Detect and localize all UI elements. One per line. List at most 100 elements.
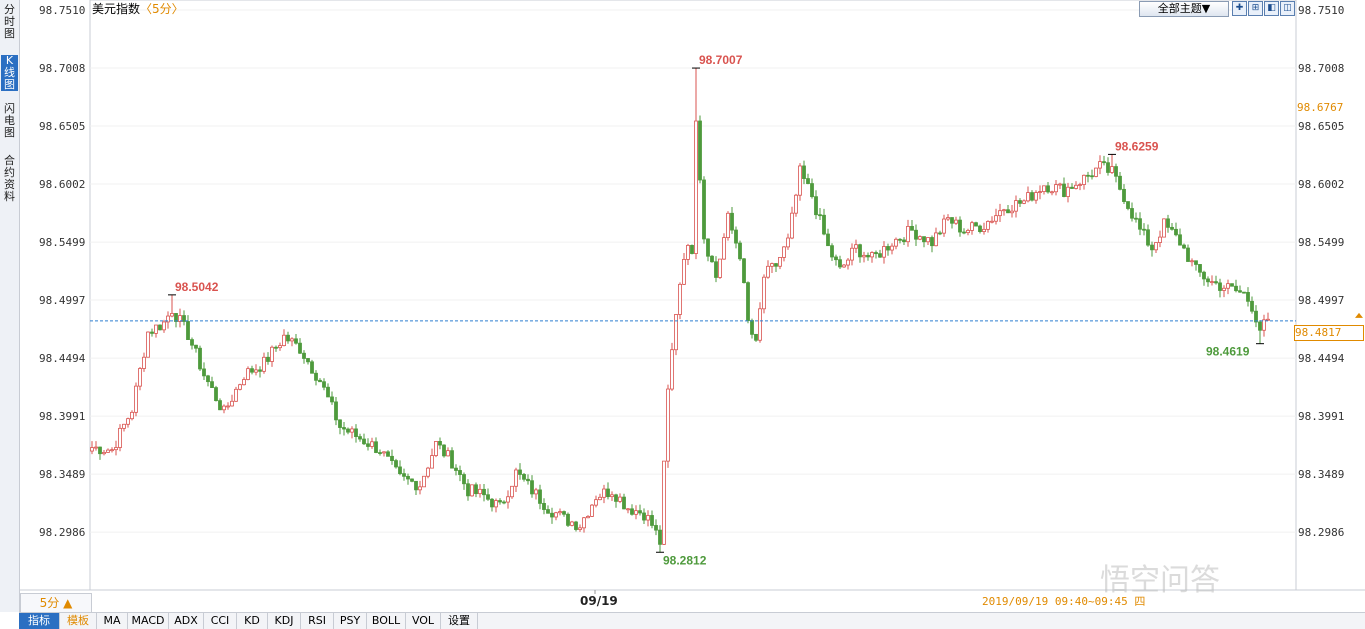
candle-body (222, 405, 226, 411)
candle-body (170, 313, 174, 317)
candle-body (930, 237, 934, 247)
candle-body (298, 342, 302, 354)
indicator-tab-12[interactable]: 设置 (441, 613, 478, 629)
candle-body (666, 388, 670, 462)
candle-body (1002, 209, 1006, 212)
candle-body (670, 349, 674, 390)
candle-body (570, 521, 574, 526)
y-tick-left: 98.4494 (39, 352, 86, 365)
theme-dropdown-button[interactable]: 全部主题▼ (1139, 1, 1229, 17)
candle-body (110, 449, 114, 452)
candle-body (626, 508, 630, 511)
candle-body (954, 219, 958, 224)
candle-body (166, 315, 170, 323)
candle-body (914, 229, 918, 240)
candle-body (726, 212, 730, 238)
candle-body (234, 388, 238, 402)
candle-body (818, 214, 822, 217)
candle-body (1250, 300, 1254, 312)
candle-body (374, 441, 378, 453)
candle-body (1162, 218, 1166, 238)
candle-body (1026, 192, 1030, 202)
candle-body (978, 225, 982, 232)
candle-body (574, 521, 578, 530)
indicator-tab-11[interactable]: VOL (406, 613, 441, 629)
candle-body (786, 237, 790, 248)
prev-icon[interactable]: ◧ (1264, 1, 1279, 16)
candle-body (326, 386, 330, 398)
indicator-tab-6[interactable]: KD (237, 613, 268, 629)
candle-body (1038, 191, 1042, 193)
candle-body (866, 254, 870, 258)
indicator-tab-9[interactable]: PSY (334, 613, 367, 629)
candle-body (1242, 291, 1246, 294)
candle-body (706, 238, 710, 257)
candle-body (470, 484, 474, 497)
candle-body (306, 358, 310, 363)
tab-flash[interactable]: 闪电图 (4, 102, 15, 139)
candle-body (1166, 218, 1170, 228)
candle-body (1066, 186, 1070, 197)
indicator-tab-3[interactable]: MACD (128, 613, 169, 629)
candle-body (962, 231, 966, 234)
y-tick-left: 98.7510 (39, 4, 85, 17)
candle-body (1178, 234, 1182, 246)
candle-body (562, 511, 566, 515)
candle-body (662, 460, 666, 545)
indicator-tab-10[interactable]: BOLL (367, 613, 406, 629)
settings-icon[interactable]: ◫ (1280, 1, 1295, 16)
candle-body (142, 356, 146, 369)
candle-body (342, 427, 346, 430)
extreme-label: 98.5042 (175, 280, 219, 294)
candle-body (686, 244, 690, 260)
candle-body (1226, 283, 1230, 289)
period-selector[interactable]: 5分 ▲ (20, 593, 92, 613)
candle-body (254, 369, 258, 373)
indicator-tab-2[interactable]: MA (97, 613, 128, 629)
y-tick-left: 98.2986 (39, 526, 85, 539)
candle-body (546, 509, 550, 514)
candle-body (258, 369, 262, 372)
candle-body (586, 515, 590, 519)
candle-body (814, 196, 818, 216)
candle-body (1238, 290, 1242, 293)
indicator-tab-4[interactable]: ADX (169, 613, 204, 629)
indicator-tab-7[interactable]: KDJ (268, 613, 301, 629)
candle-body (1190, 260, 1194, 263)
candle-body (910, 226, 914, 231)
tab-kline[interactable]: K线图 (1, 55, 18, 91)
candle-body (106, 449, 110, 453)
candle-body (290, 338, 294, 342)
candle-body (214, 387, 218, 402)
indicator-tab-5[interactable]: CCI (204, 613, 237, 629)
candle-body (542, 503, 546, 510)
candle-body (302, 352, 306, 359)
candle-body (262, 356, 266, 372)
move-icon[interactable]: ⊞ (1248, 1, 1263, 16)
y-tick-left: 98.6002 (39, 178, 85, 191)
candle-body (514, 469, 518, 487)
candle-body (890, 245, 894, 251)
candle-body (738, 242, 742, 260)
candle-body (810, 183, 814, 198)
candle-body (1102, 161, 1106, 164)
indicator-tab-1[interactable]: 模板 (60, 613, 97, 629)
candle-body (746, 282, 750, 321)
candle-body (186, 321, 190, 340)
candle-body (554, 512, 558, 518)
candle-body (450, 450, 454, 469)
extreme-label: 98.6259 (1115, 139, 1159, 153)
indicator-tab-0[interactable]: 指标 (19, 613, 60, 629)
candle-body (710, 255, 714, 263)
tab-contract-info[interactable]: 合约资料 (4, 154, 15, 203)
candle-body (94, 446, 98, 449)
candle-body (942, 218, 946, 234)
expand-icon[interactable]: ✚ (1232, 1, 1247, 16)
candle-body (242, 379, 246, 386)
indicator-tab-8[interactable]: RSI (301, 613, 334, 629)
candle-body (934, 232, 938, 247)
tab-time-share[interactable]: 分时图 (4, 3, 15, 40)
candle-body (458, 470, 462, 475)
candle-body (422, 475, 426, 488)
